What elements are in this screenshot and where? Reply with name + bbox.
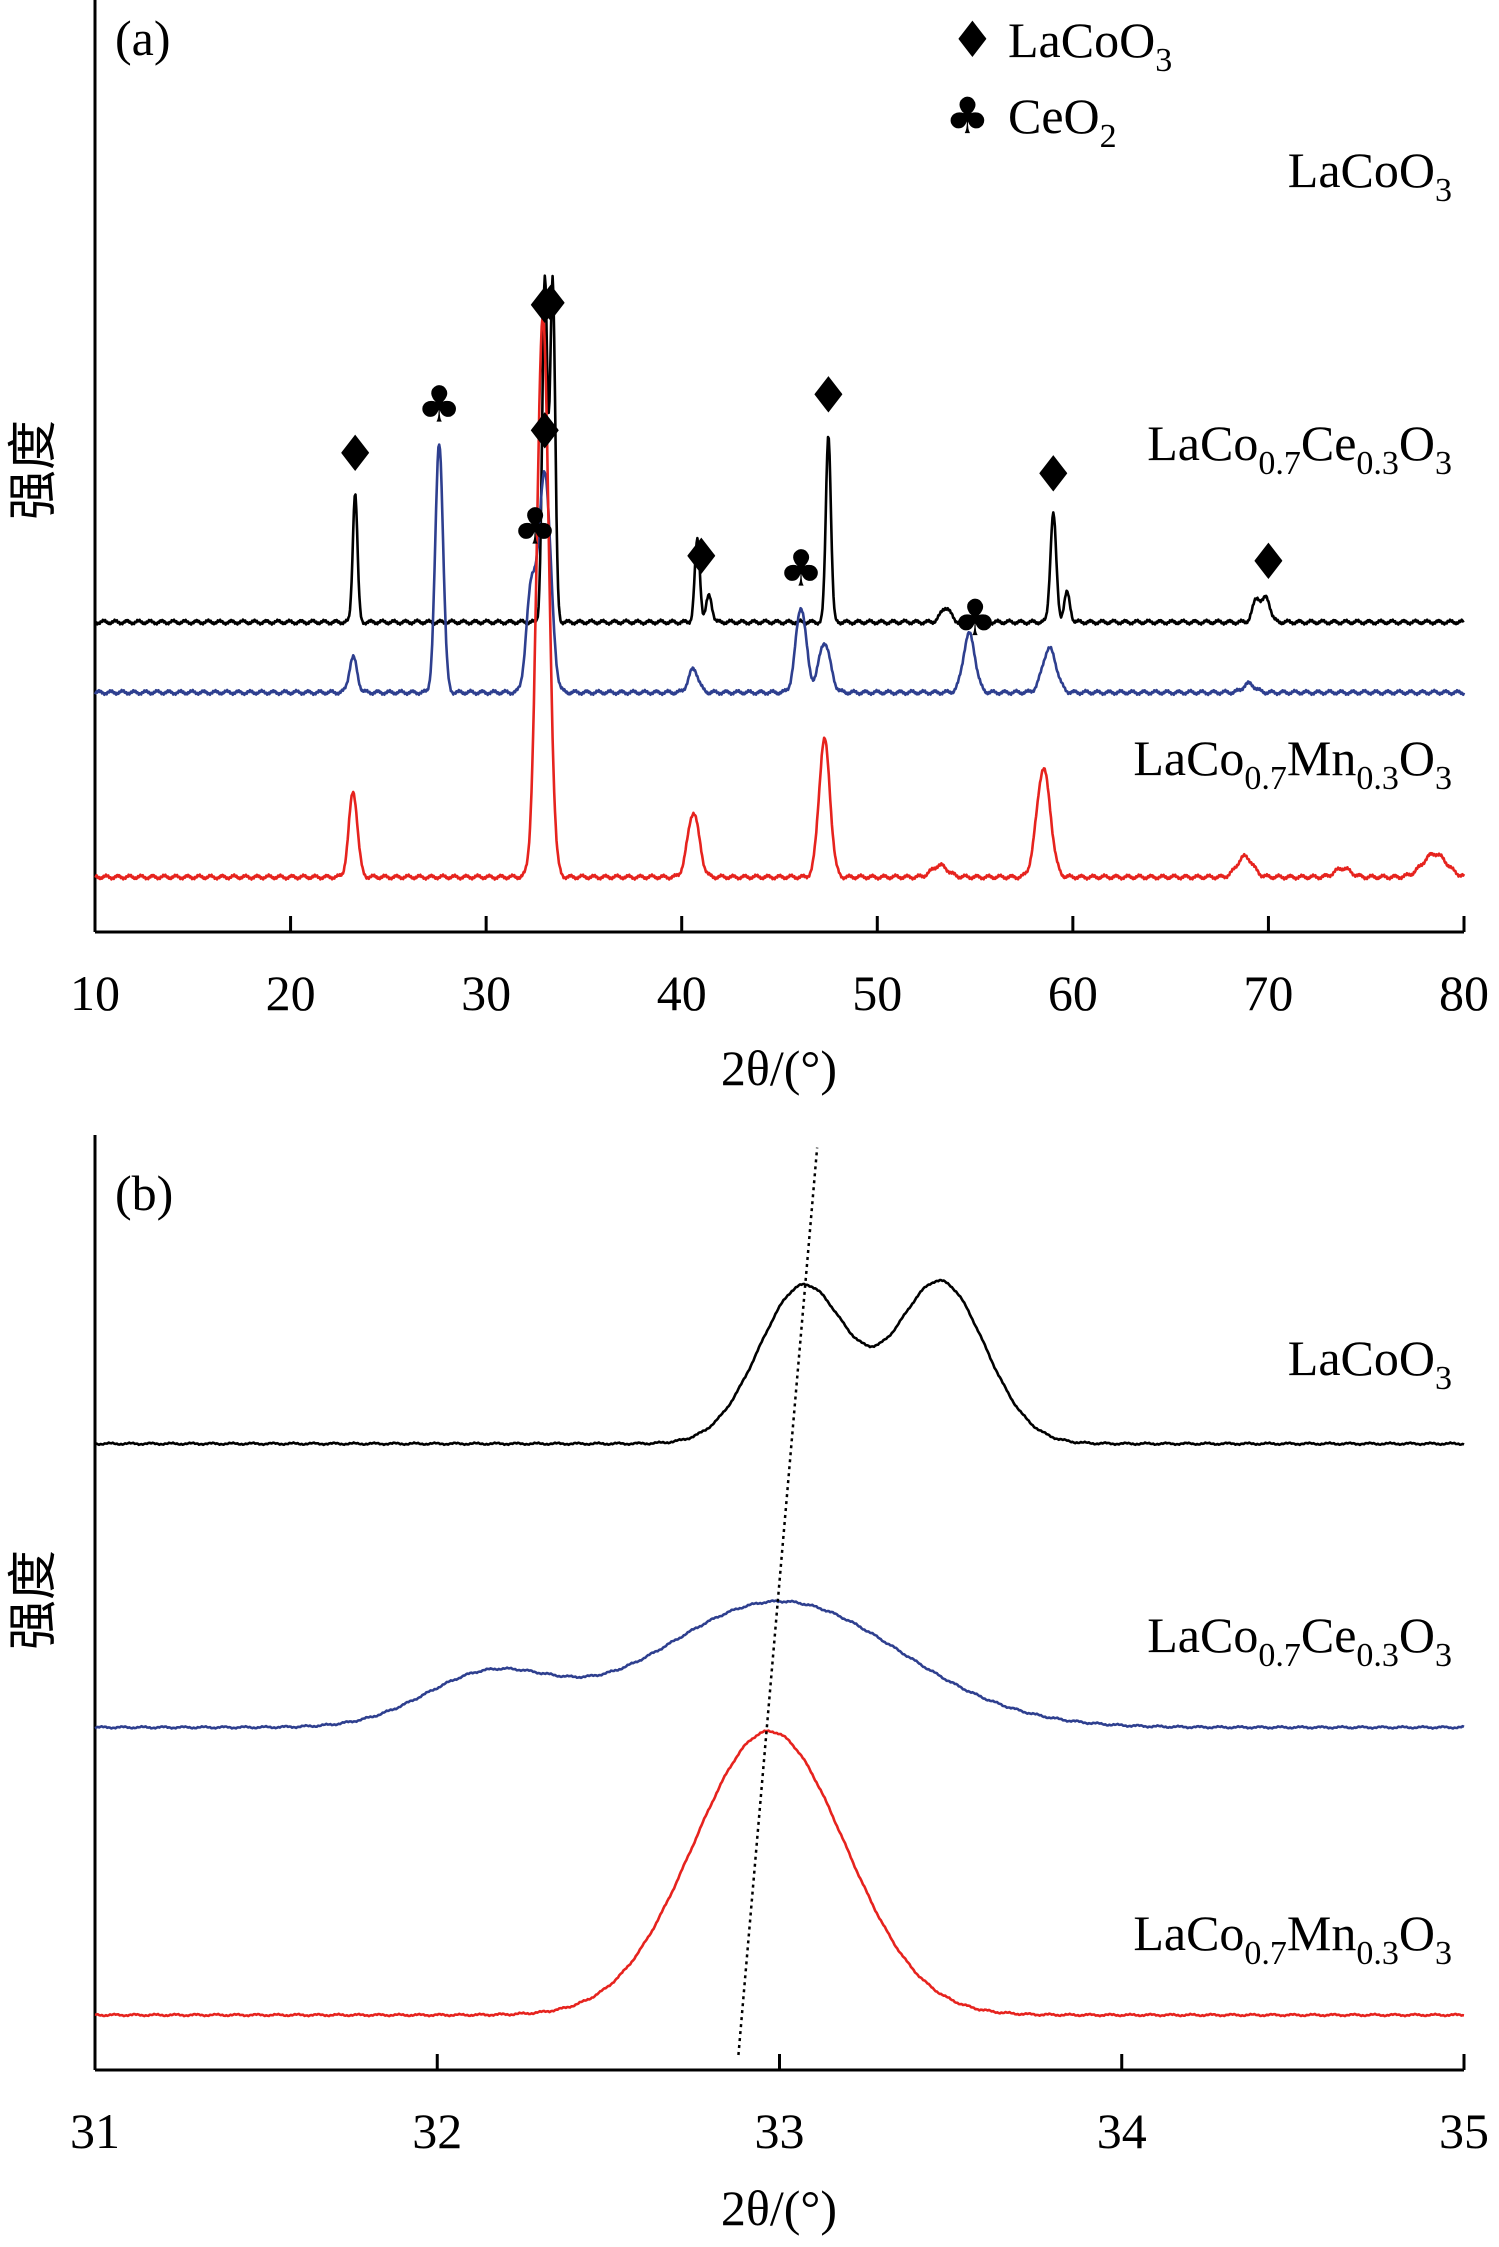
diamond-marker-icon: ♦ <box>522 403 567 461</box>
legend-label-lacoo3: LaCoO3 <box>1008 12 1172 79</box>
panel-b-series-label-lacomn: LaCo0.7Mn0.3O3 <box>1133 1905 1452 1972</box>
x-tick-label: 60 <box>1048 965 1098 1021</box>
club-marker-icon: ♣ <box>513 497 558 555</box>
panel-b-label: (b) <box>115 1165 173 1221</box>
series-line-laco0-7mn0-3o3 <box>94 1729 1465 2018</box>
club-marker-icon: ♣ <box>953 589 998 647</box>
series-line-laco0-7ce0-3o3 <box>94 1599 1465 1730</box>
legend-entry-lacoo3: ♦ LaCoO3 <box>950 11 1172 79</box>
series-line-laco0-7ce0-3o3 <box>93 443 1466 697</box>
panel-a-series-label-lacoce: LaCo0.7Ce0.3O3 <box>1147 415 1452 482</box>
panel-b-series-label-lacoce: LaCo0.7Ce0.3O3 <box>1147 1607 1452 1674</box>
club-icon: ♣ <box>945 87 990 145</box>
diamond-marker-icon: ♦ <box>679 528 724 586</box>
x-tick-label: 33 <box>755 2103 805 2159</box>
club-marker-icon: ♣ <box>417 375 462 433</box>
diamond-marker-icon: ♦ <box>528 275 573 333</box>
x-tick-label: 34 <box>1097 2103 1147 2159</box>
panel-b-curves <box>94 1147 1465 2056</box>
x-tick-label: 20 <box>266 965 316 1021</box>
diamond-marker-icon: ♦ <box>1246 533 1291 591</box>
x-tick-label: 32 <box>412 2103 462 2159</box>
diamond-marker-icon: ♦ <box>333 425 378 483</box>
peak-shift-guide-line <box>737 1147 819 2056</box>
x-tick-label: 35 <box>1439 2103 1489 2159</box>
x-tick-label: 31 <box>70 2103 120 2159</box>
club-marker-icon: ♣ <box>779 539 824 597</box>
x-tick-label: 40 <box>657 965 707 1021</box>
panel-a-peak-markers: ♦♦♦♦♦♦♣♣♦♣♣♦ <box>333 275 1291 647</box>
panel-b: 31 32 33 34 35 (b) LaCoO3 LaCo0.7Ce0.3O3 LaC… <box>5 1135 1489 2236</box>
x-tick-label: 30 <box>461 965 511 1021</box>
legend-entry-ceo2: ♣ CeO2 <box>945 87 1117 155</box>
panel-b-series-label-lacoo3: LaCoO3 <box>1288 1330 1452 1397</box>
x-tick-label: 70 <box>1243 965 1293 1021</box>
panel-a-y-axis-title: 强度 <box>5 420 61 520</box>
diamond-marker-icon: ♦ <box>806 367 851 425</box>
panel-a-label: (a) <box>115 10 171 66</box>
panel-b-x-axis-title: 2θ/(°) <box>721 2180 837 2236</box>
x-tick-label: 10 <box>70 965 120 1021</box>
panel-a-x-ticks: 10 20 30 40 50 60 70 80 <box>70 916 1489 1021</box>
panel-a-curves <box>93 274 1466 881</box>
x-tick-label: 80 <box>1439 965 1489 1021</box>
x-tick-label: 50 <box>852 965 902 1021</box>
panel-a: 10 20 30 40 50 60 70 80 ♦♦♦♦♦♦♣♣♦♣♣♦ (a) ♦ LaCo… <box>5 0 1489 1096</box>
diamond-marker-icon: ♦ <box>1031 446 1076 504</box>
legend-label-ceo2: CeO2 <box>1008 88 1117 155</box>
series-line-laco0-7mn0-3o3 <box>94 315 1466 881</box>
panel-a-series-label-lacomn: LaCo0.7Mn0.3O3 <box>1133 730 1452 797</box>
series-line-lacoo3 <box>94 1278 1465 1447</box>
panel-b-y-axis-title: 强度 <box>5 1550 61 1650</box>
diamond-marker-icon: ♦ <box>522 277 567 335</box>
panel-b-x-ticks: 31 32 33 34 35 <box>70 2054 1489 2159</box>
panel-a-series-label-lacoo3: LaCoO3 <box>1288 142 1452 209</box>
series-line-lacoo3 <box>93 274 1465 626</box>
diamond-icon: ♦ <box>950 11 995 69</box>
panel-a-x-axis-title: 2θ/(°) <box>721 1040 837 1096</box>
panel-a-legend: ♦ LaCoO3 ♣ CeO2 <box>945 11 1172 155</box>
